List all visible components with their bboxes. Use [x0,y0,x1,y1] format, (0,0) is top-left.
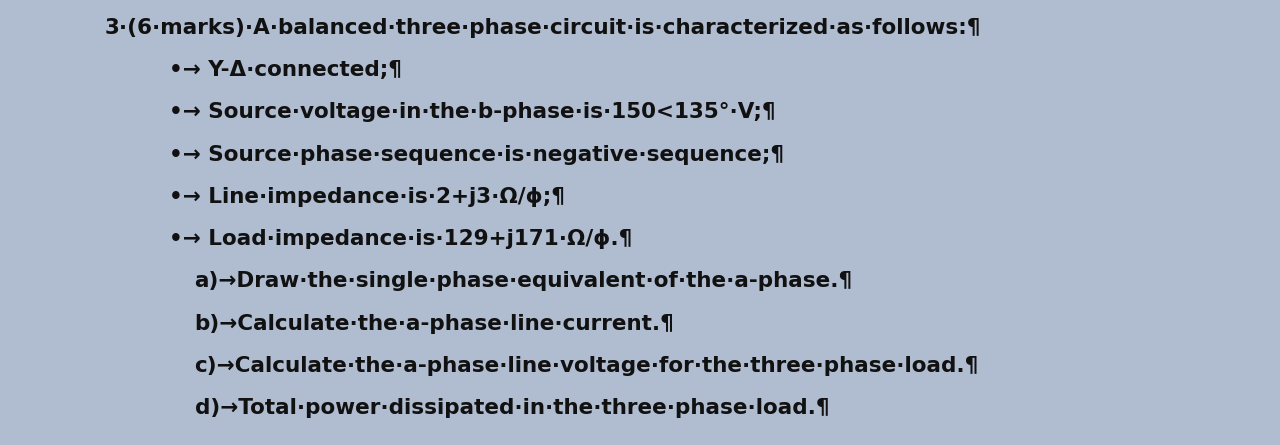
Text: •→ Y-Δ·connected;¶: •→ Y-Δ·connected;¶ [169,60,402,80]
Text: •→ Source·phase·sequence·is·negative·sequence;¶: •→ Source·phase·sequence·is·negative·seq… [169,145,785,165]
Text: b)→Calculate·the·a-phase·line·current.¶: b)→Calculate·the·a-phase·line·current.¶ [195,314,675,334]
Text: •→ Line·impedance·is·2+j3·Ω/ϕ;¶: •→ Line·impedance·is·2+j3·Ω/ϕ;¶ [169,187,564,207]
Text: •→ Load·impedance·is·129+j171·Ω/ϕ.¶: •→ Load·impedance·is·129+j171·Ω/ϕ.¶ [169,229,632,249]
Text: a)→Draw·the·single·phase·equivalent·of·the·a-phase.¶: a)→Draw·the·single·phase·equivalent·of·t… [195,271,852,291]
Text: c)→Calculate·the·a-phase·line·voltage·for·the·three·phase·load.¶: c)→Calculate·the·a-phase·line·voltage·fo… [195,356,979,376]
Text: 3·(6·marks)·A·balanced·three·phase·circuit·is·characterized·as·follows:¶: 3·(6·marks)·A·balanced·three·phase·circu… [105,18,982,38]
Text: d)→Total·power·dissipated·in·the·three·phase·load.¶: d)→Total·power·dissipated·in·the·three·p… [195,398,829,418]
Text: •→ Source·voltage·in·the·b-phase·is·150<135°·V;¶: •→ Source·voltage·in·the·b-phase·is·150<… [169,102,776,122]
